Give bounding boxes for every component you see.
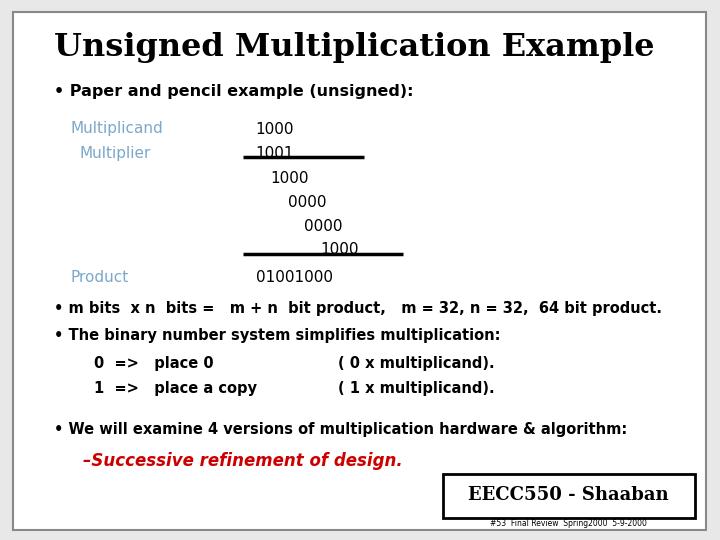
Text: • The binary number system simplifies multiplication:: • The binary number system simplifies mu… bbox=[54, 328, 500, 343]
Text: 0000: 0000 bbox=[288, 195, 326, 211]
Text: 1000: 1000 bbox=[270, 171, 308, 186]
Text: • m bits  x n  bits =   m + n  bit product,   m = 32, n = 32,  64 bit product.: • m bits x n bits = m + n bit product, m… bbox=[54, 301, 662, 316]
Text: Multiplier: Multiplier bbox=[79, 146, 150, 161]
Text: Unsigned Multiplication Example: Unsigned Multiplication Example bbox=[54, 32, 654, 63]
Text: 0000: 0000 bbox=[304, 219, 342, 234]
Text: 1  =>   place a copy: 1 => place a copy bbox=[94, 381, 256, 396]
Text: • We will examine 4 versions of multiplication hardware & algorithm:: • We will examine 4 versions of multipli… bbox=[54, 422, 627, 437]
Text: –Successive refinement of design.: –Successive refinement of design. bbox=[83, 452, 402, 470]
Text: 01001000: 01001000 bbox=[256, 270, 333, 285]
Text: 1001: 1001 bbox=[256, 146, 294, 161]
Text: 1000: 1000 bbox=[320, 242, 359, 257]
Text: Product: Product bbox=[71, 270, 129, 285]
Text: • Paper and pencil example (unsigned):: • Paper and pencil example (unsigned): bbox=[54, 84, 413, 99]
Text: ( 1 x multiplicand).: ( 1 x multiplicand). bbox=[338, 381, 495, 396]
Text: ( 0 x multiplicand).: ( 0 x multiplicand). bbox=[338, 356, 495, 372]
Text: EECC550 - Shaaban: EECC550 - Shaaban bbox=[469, 486, 669, 504]
Text: 1000: 1000 bbox=[256, 122, 294, 137]
Text: Multiplicand: Multiplicand bbox=[71, 122, 163, 137]
Text: #53  Final Review  Spring2000  5-9-2000: #53 Final Review Spring2000 5-9-2000 bbox=[490, 519, 647, 528]
FancyBboxPatch shape bbox=[443, 474, 695, 518]
Text: 0  =>   place 0: 0 => place 0 bbox=[94, 356, 213, 372]
